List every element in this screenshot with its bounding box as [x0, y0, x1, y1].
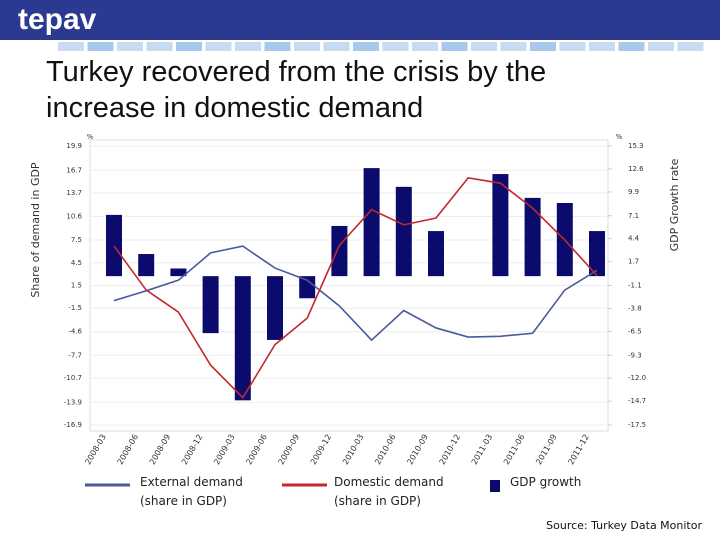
x-tick-label: 2010-06 [373, 433, 398, 466]
bar [299, 276, 316, 299]
bar [202, 276, 219, 334]
y-axis-label: Share of demand in GDP [29, 162, 42, 298]
header-square [677, 42, 704, 51]
legend-label: Domestic demand (share in GDP) [334, 475, 444, 508]
y-tick-label: 10.6 [66, 213, 82, 221]
bar [267, 276, 283, 340]
header-square [235, 42, 261, 51]
y2-tick-label: -3.8 [628, 304, 642, 312]
header-square [146, 42, 173, 51]
header-square [294, 42, 320, 51]
legend-label: External demand (share in GDP) [140, 475, 243, 508]
y-tick-label: 1.5 [71, 282, 82, 290]
header-square [87, 42, 114, 51]
y2-tick-label: 1.7 [628, 258, 639, 266]
x-tick-label: 2011-06 [502, 433, 527, 466]
x-tick-label: 2010-03 [341, 433, 366, 466]
y-unit: % [87, 133, 94, 141]
y2-tick-label: 9.9 [628, 188, 639, 196]
header-square [589, 42, 615, 51]
y2-tick-label: -9.3 [628, 351, 642, 359]
bar [524, 197, 541, 277]
header-square [205, 42, 232, 51]
y2-tick-label: -14.7 [628, 397, 646, 405]
header-square [648, 42, 674, 51]
x-tick-label: 2009-09 [277, 433, 302, 466]
bar [428, 231, 444, 277]
header-square [353, 42, 379, 51]
y2-tick-label: 15.3 [628, 142, 644, 150]
y-tick-label: 7.5 [71, 236, 82, 244]
x-tick-label: 2008-09 [148, 433, 173, 466]
bar [395, 186, 412, 277]
y2-unit: % [616, 133, 623, 141]
header-square [412, 42, 438, 51]
x-tick-label: 2011-12 [566, 433, 591, 466]
header-square [530, 42, 556, 51]
y-tick-label: 13.7 [66, 189, 82, 197]
bar [363, 168, 380, 277]
x-tick-label: 2008-06 [116, 433, 141, 466]
bar [492, 174, 509, 277]
header-bar: tepav [0, 0, 720, 40]
bar [589, 231, 605, 277]
header-square [618, 42, 645, 51]
header-square [58, 42, 84, 51]
bar [106, 214, 122, 277]
x-tick-label: 2009-06 [244, 433, 269, 466]
y-tick-label: 19.9 [66, 142, 82, 150]
header-square [441, 42, 468, 51]
header-square [323, 42, 350, 51]
x-tick-label: 2010-12 [438, 433, 463, 466]
source-note: Source: Turkey Data Monitor [546, 519, 702, 532]
bar [331, 225, 348, 277]
y-tick-label: -13.9 [64, 398, 82, 406]
y2-tick-label: 4.4 [628, 235, 640, 243]
header-square [117, 42, 143, 51]
x-tick-label: 2008-12 [180, 433, 205, 466]
y2-axis-label: GDP Growth rate [668, 158, 681, 251]
x-tick-label: 2009-12 [309, 433, 334, 466]
y-tick-label: -16.9 [64, 421, 82, 429]
y2-tick-label: -1.1 [628, 282, 642, 290]
header-square [382, 42, 409, 51]
y-tick-label: 16.7 [66, 166, 82, 174]
header-square [559, 42, 586, 51]
x-tick-label: 2008-03 [83, 433, 108, 466]
legend-label: GDP growth [510, 475, 582, 489]
x-tick-label: 2010-09 [405, 433, 430, 466]
bar [138, 254, 155, 277]
header-square [471, 42, 497, 51]
y2-tick-label: 7.1 [628, 212, 639, 220]
header-square [500, 42, 527, 51]
y2-tick-label: 12.6 [628, 165, 644, 173]
line [113, 245, 598, 342]
y2-tick-label: -6.5 [628, 327, 642, 335]
x-tick-label: 2009-03 [212, 433, 237, 466]
x-tick-label: 2011-03 [470, 433, 495, 466]
header-square [264, 42, 291, 51]
y2-tick-label: -12.0 [628, 374, 646, 382]
y-tick-label: -10.7 [64, 374, 82, 382]
bar [170, 268, 187, 277]
chart-title: Turkey recovered from the crisis by the … [46, 56, 547, 124]
header-square [176, 42, 202, 51]
line [113, 176, 598, 399]
x-tick-label: 2011-09 [534, 433, 559, 466]
bar [234, 276, 251, 401]
legend-key [490, 480, 500, 492]
logo: tepav [18, 3, 97, 36]
y2-tick-label: -17.5 [628, 421, 646, 429]
y-tick-label: -7.7 [68, 351, 82, 359]
y-tick-label: 4.5 [71, 259, 82, 267]
y-tick-label: -1.5 [68, 304, 82, 312]
y-tick-label: -4.6 [68, 328, 82, 336]
